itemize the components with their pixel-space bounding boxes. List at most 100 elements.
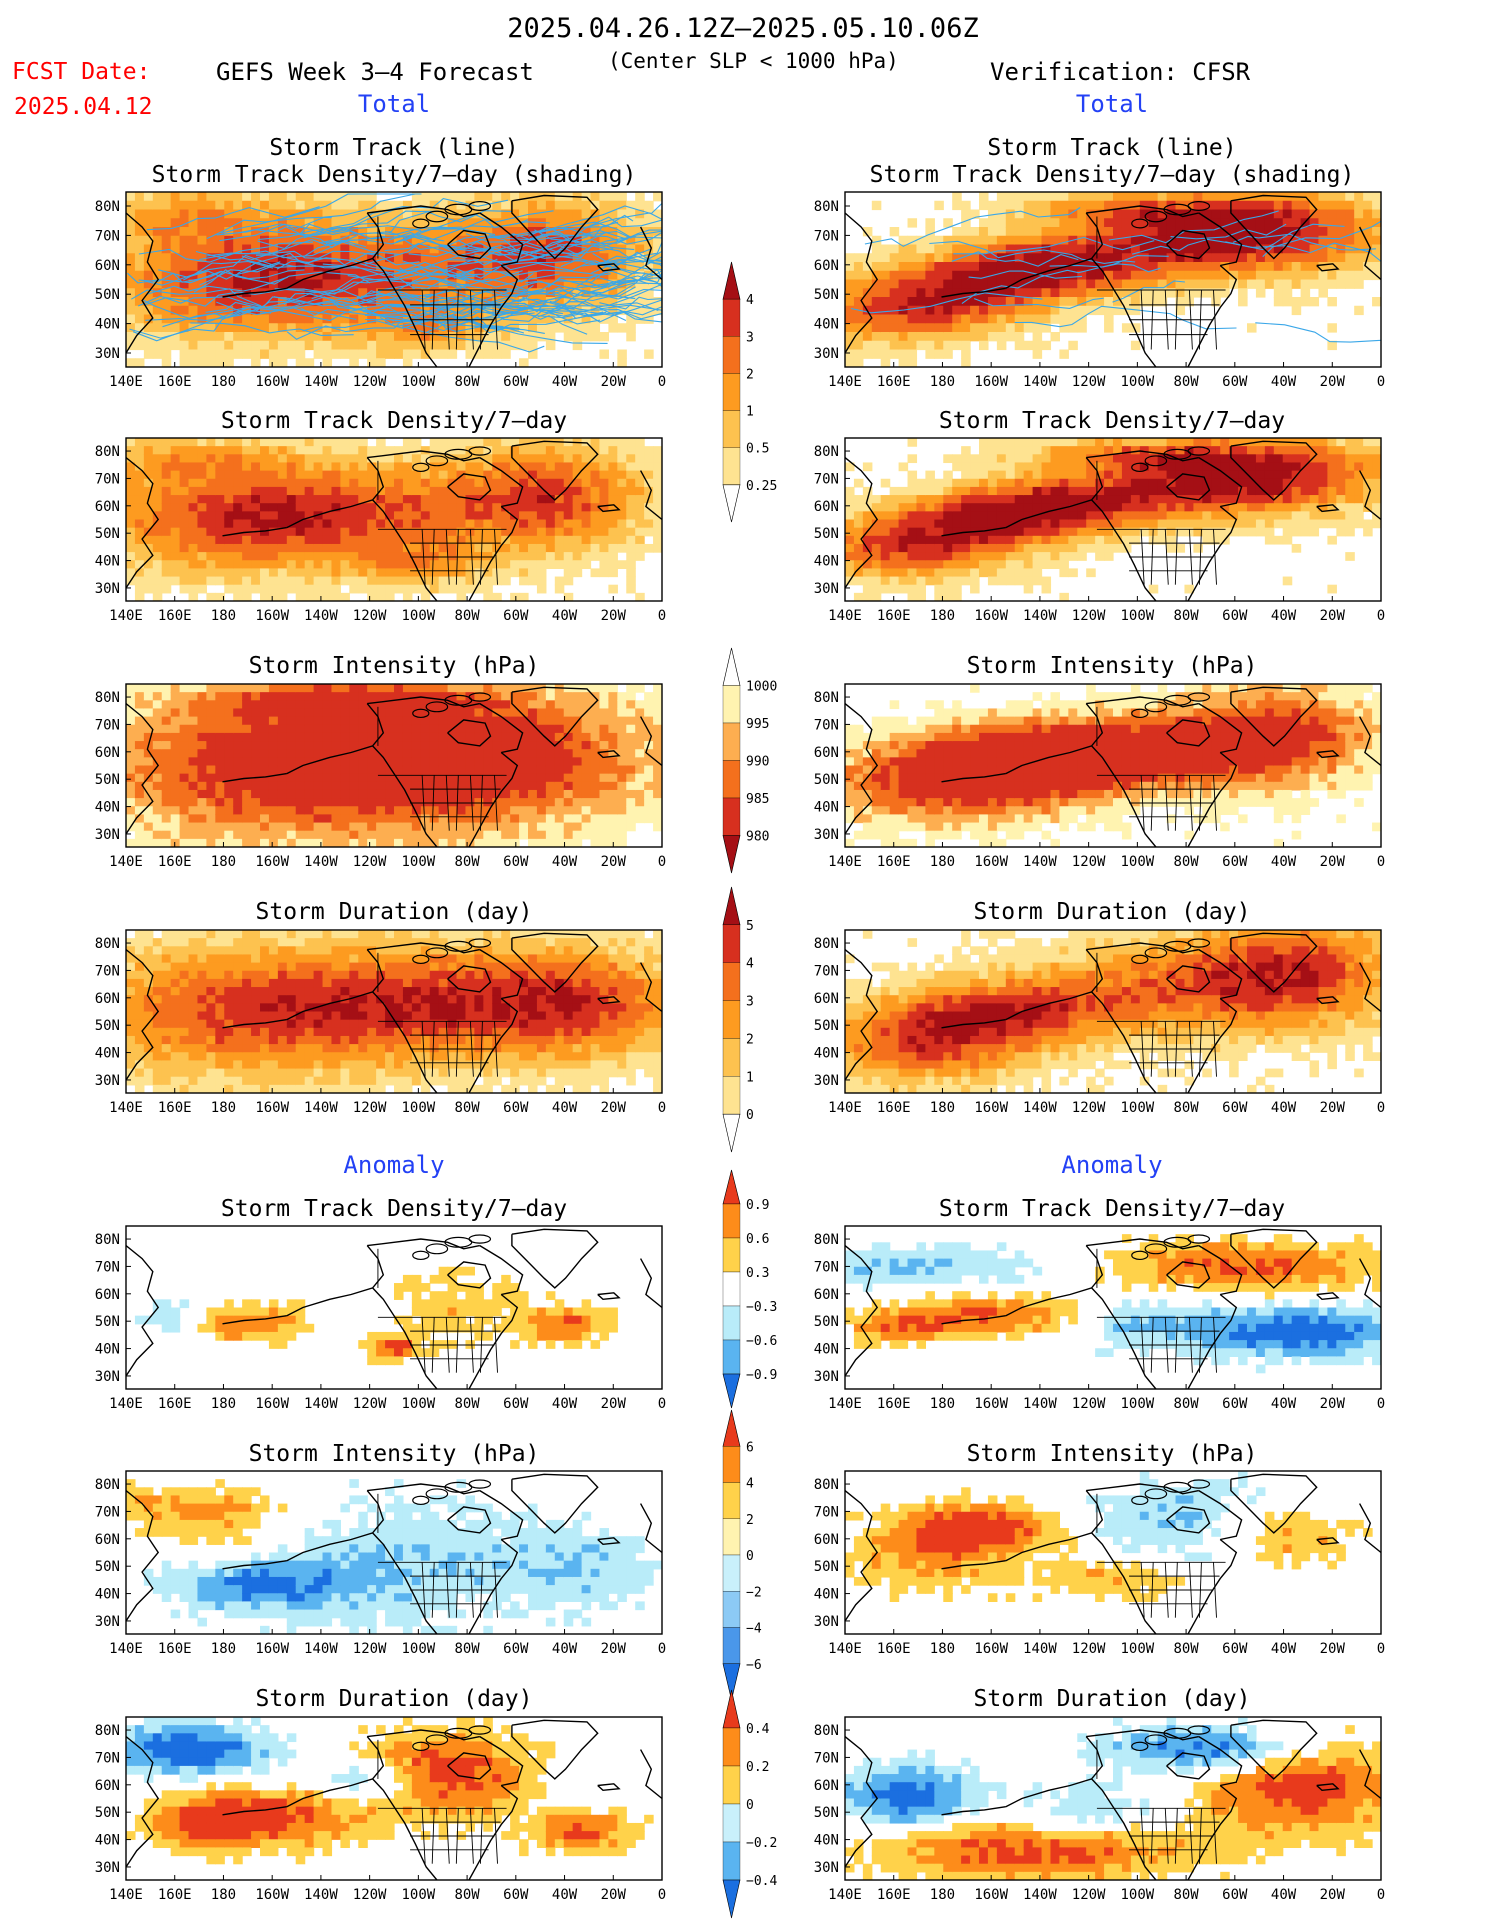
shade-cell <box>402 543 413 553</box>
shade-cell <box>1086 519 1096 529</box>
shade-cell <box>268 781 279 791</box>
shade-cell <box>653 244 662 254</box>
shade-cell <box>465 270 475 281</box>
shade-cell <box>545 192 556 202</box>
shade-cell <box>251 576 261 586</box>
shade-cell <box>188 789 199 799</box>
shade-cell <box>1077 535 1087 545</box>
shade-cell <box>376 773 386 783</box>
shade-cell <box>295 830 306 840</box>
shade-cell <box>599 486 609 496</box>
shade-cell <box>322 209 333 219</box>
shade-cell <box>1363 218 1373 228</box>
shade-cell <box>943 576 953 586</box>
shade-cell <box>1291 527 1302 537</box>
shade-cell <box>260 543 270 553</box>
shade-cell <box>411 235 422 246</box>
shade-cell <box>188 349 199 359</box>
shade-cell <box>367 511 377 521</box>
lat-tick-label: 50N <box>95 526 120 542</box>
shade-cell <box>510 262 520 272</box>
shade-cell <box>853 543 864 553</box>
shade-cell <box>961 576 971 586</box>
shade-cell <box>179 323 190 333</box>
shade-cell <box>304 741 315 750</box>
shade-cell <box>126 535 136 545</box>
shade-cell <box>402 235 413 246</box>
storm-track-line <box>1262 204 1381 258</box>
europe-coast <box>1358 226 1381 281</box>
shade-cell <box>898 495 909 504</box>
shade-cell <box>170 340 181 351</box>
shade-cell <box>871 314 882 324</box>
shade-cell <box>349 765 359 775</box>
shade-cell <box>572 244 583 254</box>
shade-cell <box>626 270 636 281</box>
shade-cell <box>1202 462 1212 472</box>
shade-cell <box>996 552 1007 561</box>
shade-cell <box>465 478 475 488</box>
shade-cell <box>492 543 502 553</box>
shade-cell <box>143 486 154 496</box>
shade-cell <box>845 349 855 359</box>
shade-cell <box>143 462 154 472</box>
shade-cell <box>952 592 962 601</box>
shade-cell <box>1309 438 1320 447</box>
shade-cell <box>206 192 216 202</box>
greenland <box>511 194 599 260</box>
shade-cell <box>1014 470 1025 480</box>
shade-cell <box>572 503 583 512</box>
shade-cell <box>394 708 404 718</box>
shade-cell <box>340 838 350 847</box>
shade-cell <box>385 749 395 758</box>
shade-cell <box>429 568 440 578</box>
shade-cell <box>889 288 900 298</box>
shade-cell <box>1113 486 1123 496</box>
shade-cell <box>1005 279 1016 289</box>
shade-cell <box>501 446 511 455</box>
shade-cell <box>385 822 395 832</box>
map-content <box>126 684 662 847</box>
shade-cell <box>483 511 493 521</box>
shade-cell <box>340 692 350 701</box>
shade-cell <box>644 527 654 537</box>
shade-cell <box>197 314 207 324</box>
shade-cell <box>358 244 368 254</box>
shade-cell <box>979 218 989 228</box>
shade-cell <box>411 830 422 840</box>
shade-cell <box>394 584 404 594</box>
shade-cell <box>979 235 989 246</box>
shade-cell <box>268 592 279 601</box>
shade-cell <box>1238 192 1248 202</box>
shade-cell <box>952 462 962 472</box>
shade-cell <box>286 684 297 693</box>
shade-cell <box>411 314 422 324</box>
shade-cell <box>554 200 565 211</box>
shade-cell <box>438 478 449 488</box>
shade-cell <box>197 253 207 263</box>
shade-cell <box>438 576 449 586</box>
shade-cell <box>277 724 288 734</box>
shade-cell <box>134 716 145 726</box>
shade-cell <box>907 235 918 246</box>
shade-cell <box>179 495 190 504</box>
shade-cell <box>943 592 953 601</box>
shade-cell <box>987 560 998 569</box>
storm-track-line <box>576 272 662 287</box>
shade-cell <box>233 781 243 791</box>
shade-cell <box>358 700 368 710</box>
shade-cell <box>188 552 199 561</box>
storm-track-line <box>864 207 1081 247</box>
shade-cell <box>152 297 163 307</box>
lon-tick-label: 180 <box>930 608 955 624</box>
shade-cell <box>617 495 627 504</box>
shade-cell <box>536 576 547 586</box>
shade-cell <box>438 244 449 254</box>
shade-cell <box>1023 297 1034 307</box>
storm-track-line <box>560 258 662 270</box>
shade-cell <box>1086 486 1096 496</box>
shade-cell <box>385 716 395 726</box>
shade-cell <box>358 527 368 537</box>
shade-cell <box>420 279 431 289</box>
shade-cell <box>492 192 502 202</box>
